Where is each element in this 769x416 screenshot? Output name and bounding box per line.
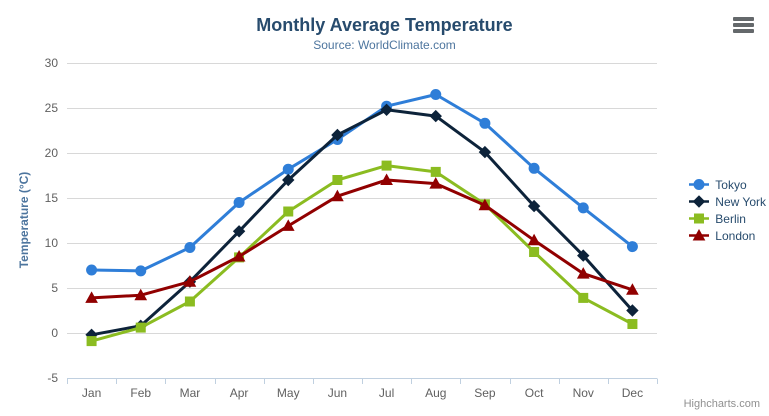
legend-marker-berlin: [694, 213, 705, 224]
marker-berlin-oct[interactable]: [529, 247, 540, 257]
x-axis-label: Jan: [82, 386, 101, 400]
hamburger-menu-icon: [733, 17, 754, 21]
marker-tokyo-jan[interactable]: [86, 264, 98, 276]
marker-tokyo-aug[interactable]: [430, 89, 442, 100]
tokyo-series-marker-icon: [689, 179, 710, 190]
marker-london-aug[interactable]: [429, 177, 443, 189]
marker-berlin-feb[interactable]: [135, 322, 146, 333]
legend-item-london[interactable]: London: [688, 227, 766, 244]
x-axis-label: Nov: [573, 386, 594, 400]
x-axis-label: Oct: [525, 386, 544, 400]
highcharts-credits-link[interactable]: Highcharts.com: [683, 398, 760, 410]
marker-tokyo-mar[interactable]: [184, 242, 196, 253]
marker-tokyo-sep[interactable]: [479, 117, 491, 129]
x-axis-label: Aug: [425, 386, 446, 400]
legend-item-label: Tokyo: [715, 177, 747, 192]
marker-london-feb[interactable]: [134, 288, 148, 301]
legend-marker-new-york: [693, 195, 706, 208]
marker-tokyo-apr[interactable]: [233, 197, 245, 208]
x-axis-label: Feb: [130, 386, 151, 400]
marker-new-york-aug[interactable]: [429, 109, 442, 123]
marker-tokyo-oct[interactable]: [528, 162, 540, 174]
marker-london-jan[interactable]: [85, 291, 98, 303]
marker-london-apr[interactable]: [232, 249, 246, 262]
legend-item-new-york[interactable]: New York: [688, 193, 766, 210]
new-york-series-marker-icon: [689, 195, 710, 208]
marker-new-york-apr[interactable]: [232, 225, 246, 238]
legend-marker-london: [692, 229, 706, 241]
series-line-new-york: [90, 108, 634, 337]
marker-tokyo-nov[interactable]: [577, 202, 589, 214]
marker-london-may[interactable]: [281, 219, 295, 231]
marker-new-york-may[interactable]: [282, 173, 295, 187]
marker-london-dec[interactable]: [626, 283, 639, 295]
legend-item-label: Berlin: [715, 211, 746, 226]
context-menu-button[interactable]: [733, 17, 754, 33]
marker-new-york-dec[interactable]: [626, 304, 639, 317]
x-axis-label: Dec: [622, 386, 643, 400]
y-axis-label: -5: [47, 371, 58, 385]
marker-london-oct[interactable]: [527, 233, 541, 246]
chart-title: Monthly Average Temperature: [256, 15, 513, 35]
london-series-marker-icon: [689, 229, 710, 241]
y-axis-label: 15: [45, 191, 59, 205]
x-axis-label: Jul: [379, 386, 394, 400]
legend-marker-tokyo: [693, 179, 705, 190]
marker-berlin-jan[interactable]: [86, 336, 97, 347]
marker-london-jul[interactable]: [380, 173, 393, 185]
x-axis-label: Jun: [328, 386, 347, 400]
legend-item-label: New York: [715, 194, 766, 209]
x-axis-label: Apr: [230, 386, 249, 400]
marker-tokyo-feb[interactable]: [135, 265, 147, 277]
marker-london-mar[interactable]: [183, 275, 197, 287]
hamburger-menu-icon: [733, 29, 754, 33]
x-axis-label: May: [277, 386, 300, 400]
legend-item-tokyo[interactable]: Tokyo: [688, 176, 766, 193]
marker-berlin-may[interactable]: [283, 206, 294, 217]
marker-berlin-aug[interactable]: [430, 166, 441, 177]
legend-item-berlin[interactable]: Berlin: [688, 210, 766, 227]
marker-berlin-dec[interactable]: [627, 319, 638, 329]
series-line-london: [90, 178, 634, 300]
marker-new-york-jun[interactable]: [331, 128, 344, 142]
marker-new-york-oct[interactable]: [527, 199, 541, 213]
berlin-series-marker-icon: [689, 213, 710, 224]
y-axis-title: Temperature (°C): [17, 171, 31, 269]
marker-new-york-nov[interactable]: [577, 249, 590, 262]
marker-berlin-mar[interactable]: [184, 296, 195, 307]
marker-berlin-jul[interactable]: [381, 160, 392, 171]
chart-subtitle: Source: WorldClimate.com: [313, 38, 456, 52]
y-axis-label: 20: [45, 146, 59, 160]
marker-london-nov[interactable]: [576, 267, 590, 279]
marker-tokyo-dec[interactable]: [626, 241, 638, 253]
marker-london-jun[interactable]: [331, 189, 344, 202]
y-axis-label: 5: [51, 281, 58, 295]
x-axis-label: Sep: [474, 386, 496, 400]
x-axis-label: Mar: [180, 386, 201, 400]
legend-item-label: London: [715, 228, 756, 243]
y-axis-label: 0: [51, 326, 58, 340]
marker-tokyo-may[interactable]: [282, 163, 294, 175]
y-axis-label: 10: [45, 236, 59, 250]
marker-new-york-sep[interactable]: [478, 145, 492, 159]
marker-london-sep[interactable]: [478, 198, 492, 211]
marker-berlin-nov[interactable]: [578, 292, 589, 303]
series-line-berlin: [90, 164, 634, 343]
marker-berlin-jun[interactable]: [332, 175, 343, 185]
y-axis-label: 25: [45, 101, 59, 115]
marker-new-york-jul[interactable]: [380, 103, 393, 117]
hamburger-menu-icon: [733, 23, 754, 27]
y-axis-label: 30: [45, 56, 59, 70]
legend: Tokyo New York Berlin London: [688, 176, 766, 244]
